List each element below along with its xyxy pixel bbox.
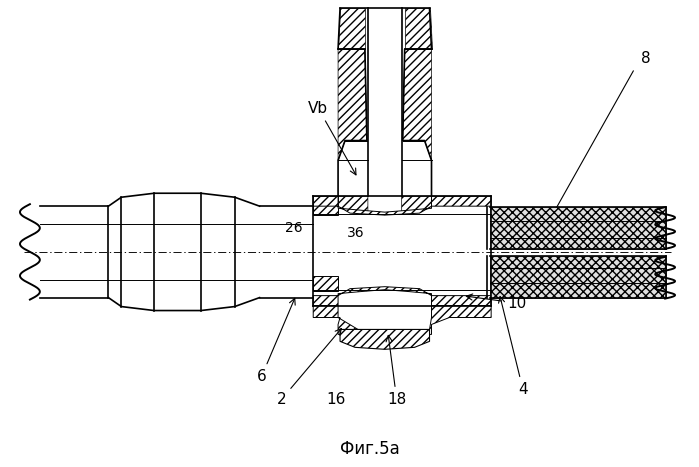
Polygon shape bbox=[405, 305, 491, 334]
Polygon shape bbox=[313, 287, 491, 305]
Text: 18: 18 bbox=[386, 335, 406, 407]
Bar bbox=[313, 276, 338, 290]
Bar bbox=[490, 207, 666, 249]
Text: 16: 16 bbox=[326, 392, 346, 407]
Polygon shape bbox=[313, 196, 491, 215]
Text: 10: 10 bbox=[466, 294, 526, 311]
Polygon shape bbox=[340, 329, 429, 349]
Polygon shape bbox=[338, 49, 367, 161]
Text: 36: 36 bbox=[347, 226, 365, 240]
Polygon shape bbox=[313, 305, 384, 334]
Bar bbox=[490, 256, 666, 297]
Text: 4: 4 bbox=[498, 297, 528, 397]
Text: 2: 2 bbox=[277, 328, 341, 407]
Text: 8: 8 bbox=[641, 51, 651, 66]
Text: Фиг.5а: Фиг.5а bbox=[340, 440, 400, 458]
Text: 26: 26 bbox=[284, 221, 302, 235]
Polygon shape bbox=[338, 196, 368, 214]
Polygon shape bbox=[405, 8, 431, 49]
Bar bbox=[313, 196, 338, 215]
Polygon shape bbox=[402, 196, 431, 214]
Polygon shape bbox=[338, 8, 365, 49]
Text: 6: 6 bbox=[257, 298, 295, 384]
Polygon shape bbox=[403, 49, 431, 161]
Text: Vb: Vb bbox=[308, 101, 356, 175]
